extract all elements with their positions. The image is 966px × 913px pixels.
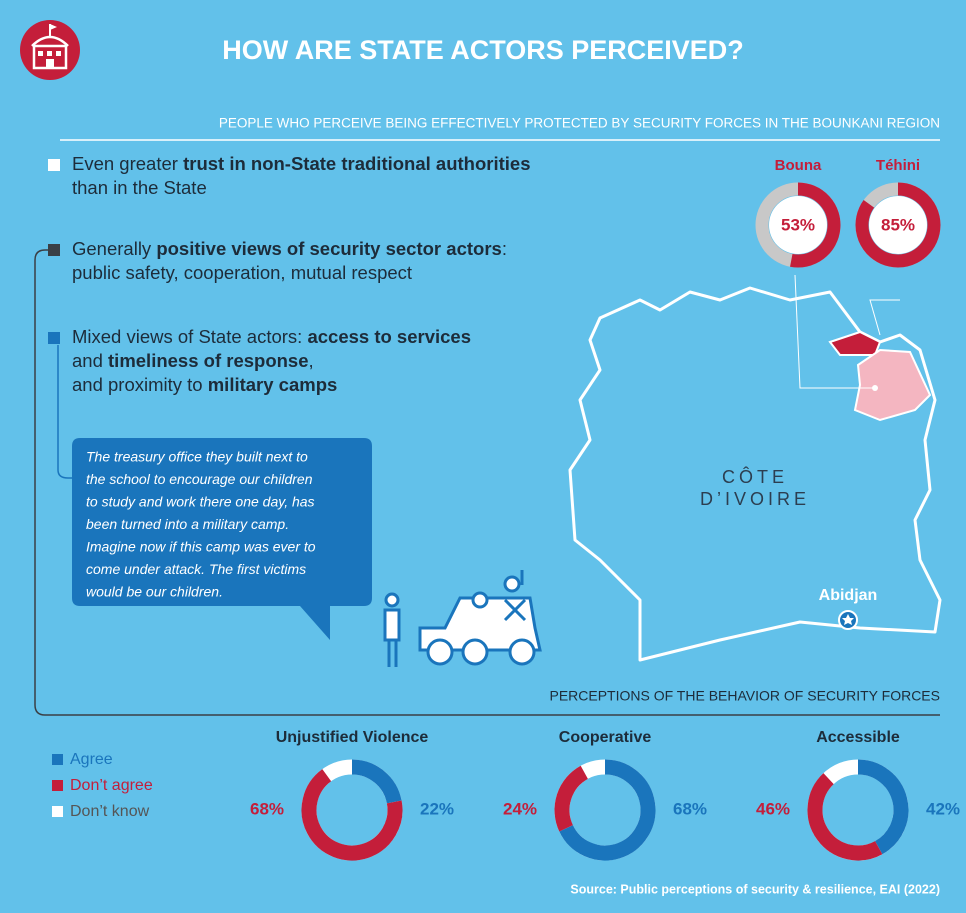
city-label: Abidjan <box>819 587 878 604</box>
text-run: Generally <box>72 238 156 259</box>
text-run: public safety, cooperation, mutual respe… <box>72 262 412 283</box>
pie-slice <box>790 182 841 268</box>
donut-value: 46% <box>756 799 790 818</box>
text-run: : <box>502 238 507 259</box>
quote-line: The treasury office they built next to <box>86 449 308 465</box>
quote-line: come under attack. The first victims <box>86 561 306 577</box>
bullet-text: and timeliness of response, <box>72 350 314 371</box>
donut-title: Cooperative <box>559 729 652 746</box>
donut-value: 68% <box>673 799 707 818</box>
text-run: than in the State <box>72 177 207 198</box>
illustration <box>383 570 542 667</box>
donut-value: 68% <box>250 799 284 818</box>
pie-value: 85% <box>881 215 915 234</box>
pie-label: Téhini <box>876 157 920 174</box>
bullet-text: Mixed views of State actors: access to s… <box>72 326 471 347</box>
map-label: CÔTE <box>722 466 788 487</box>
donut-title: Unjustified Violence <box>276 729 429 746</box>
bullet-marker <box>48 244 60 256</box>
quote-line: been turned into a military camp. <box>86 516 289 532</box>
legend-swatch <box>52 780 63 791</box>
donut-segment <box>807 773 883 861</box>
legend-label: Don’t agree <box>70 777 153 794</box>
donut-segment <box>559 759 656 861</box>
quote-line: Imagine now if this camp was ever to <box>86 539 316 555</box>
pie-value: 53% <box>781 215 815 234</box>
quote-box <box>72 438 372 640</box>
legend-swatch <box>52 806 63 817</box>
pie-slice <box>855 182 941 268</box>
divider <box>34 249 940 716</box>
bullet-text: Generally positive views of security sec… <box>72 238 507 259</box>
donut-value: 42% <box>926 799 960 818</box>
donut-title: Accessible <box>816 729 900 746</box>
quote-line: would be our children. <box>86 584 223 600</box>
map-label: D’IVOIRE <box>700 489 810 509</box>
quote-line: the school to encourage our children <box>86 471 313 487</box>
text-run: trust in non-State traditional authoriti… <box>183 153 530 174</box>
text-run: Mixed views of State actors: <box>72 326 307 347</box>
quote-line: to study and work there one day, has <box>86 494 315 510</box>
bullet-text: public safety, cooperation, mutual respe… <box>72 262 412 283</box>
text-run: timeliness of response <box>108 350 308 371</box>
pie-center <box>869 196 927 254</box>
map <box>568 274 942 662</box>
section-title: PERCEPTIONS OF THE BEHAVIOR OF SECURITY … <box>549 688 940 704</box>
bullet-text: Even greater trust in non-State traditio… <box>72 153 530 174</box>
donut-segment <box>301 769 403 861</box>
donut-value: 24% <box>503 799 537 818</box>
donut-segment <box>857 759 909 855</box>
text-run: and <box>72 350 108 371</box>
text-run: access to services <box>307 326 471 347</box>
pie-label: Bouna <box>775 157 822 174</box>
legend-label: Don’t know <box>70 803 150 820</box>
bullet-text: and proximity to military camps <box>72 374 337 395</box>
text-run: positive views of security sector actors <box>156 238 501 259</box>
bullet-marker <box>48 159 60 171</box>
section-title: PEOPLE WHO PERCEIVE BEING EFFECTIVELY PR… <box>219 116 940 131</box>
text-run: Even greater <box>72 153 183 174</box>
donut-segment <box>351 759 402 804</box>
pie-center <box>769 196 827 254</box>
donut-value: 22% <box>420 799 454 818</box>
bullet-text: than in the State <box>72 177 207 198</box>
bullet-marker <box>48 332 60 344</box>
source: Source: Public perceptions of security &… <box>570 882 940 896</box>
connector <box>57 345 72 479</box>
text-run: and proximity to <box>72 374 208 395</box>
legend-label: Agree <box>70 751 113 768</box>
title: HOW ARE STATE ACTORS PERCEIVED? <box>222 35 744 65</box>
icon <box>20 20 80 80</box>
donut-segment <box>554 765 589 832</box>
text-run: , <box>309 350 314 371</box>
text-run: military camps <box>208 374 338 395</box>
legend-swatch <box>52 754 63 765</box>
